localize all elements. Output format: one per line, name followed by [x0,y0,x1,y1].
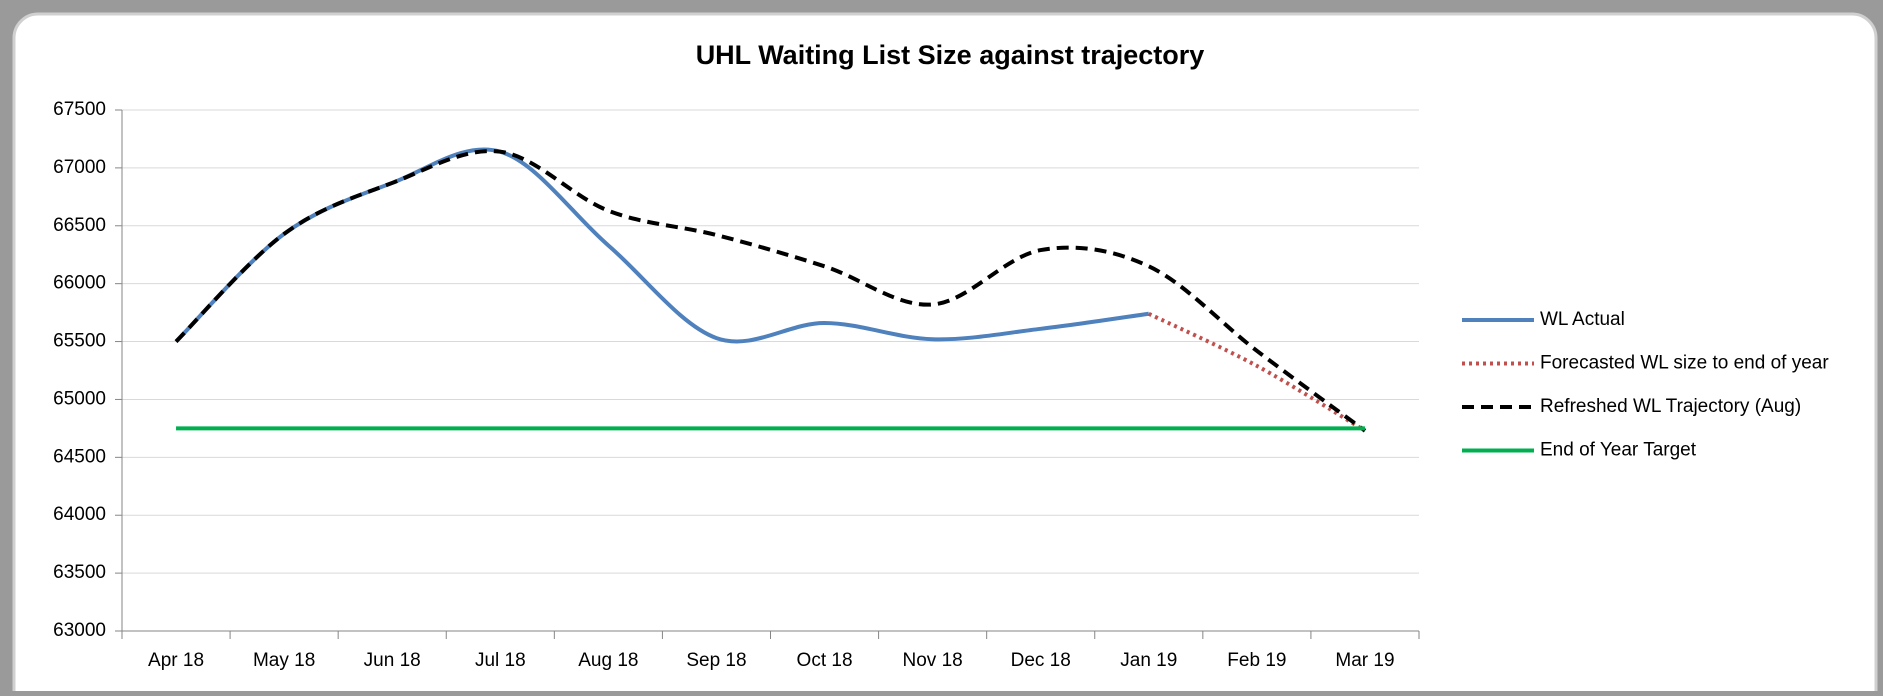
legend-label: WL Actual [1540,309,1625,330]
x-tick-label: Jan 19 [1120,650,1177,671]
x-tick-label: Jul 18 [475,650,526,671]
chart-title: UHL Waiting List Size against trajectory [696,40,1205,70]
x-tick-label: Oct 18 [797,650,853,671]
y-tick-label: 64500 [53,446,106,467]
y-tick-label: 65000 [53,388,106,409]
legend-label: Forecasted WL size to end of year [1540,353,1829,374]
x-tick-label: May 18 [253,650,315,671]
y-tick-label: 67500 [53,99,106,120]
y-tick-label: 63500 [53,562,106,583]
x-tick-label: Dec 18 [1011,650,1071,671]
chart-panel [12,12,1878,696]
x-tick-label: Apr 18 [148,650,204,671]
series-line [1147,311,1366,433]
x-tick-label: Aug 18 [578,650,638,671]
y-tick-label: 65500 [53,331,106,352]
x-tick-label: Sep 18 [686,650,746,671]
series-line [174,147,1150,344]
x-tick-label: Jun 18 [364,650,421,671]
x-tick-label: Nov 18 [903,650,963,671]
y-tick-label: 66500 [53,215,106,236]
x-tick-label: Mar 19 [1335,650,1394,671]
series-line [174,149,1367,433]
legend-label: End of Year Target [1540,440,1697,461]
y-tick-label: 67000 [53,157,106,178]
y-tick-label: 63000 [53,620,106,641]
legend-label: Refreshed WL Trajectory (Aug) [1540,396,1801,417]
y-tick-label: 64000 [53,504,106,525]
y-tick-label: 66000 [53,273,106,294]
x-tick-label: Feb 19 [1227,650,1286,671]
